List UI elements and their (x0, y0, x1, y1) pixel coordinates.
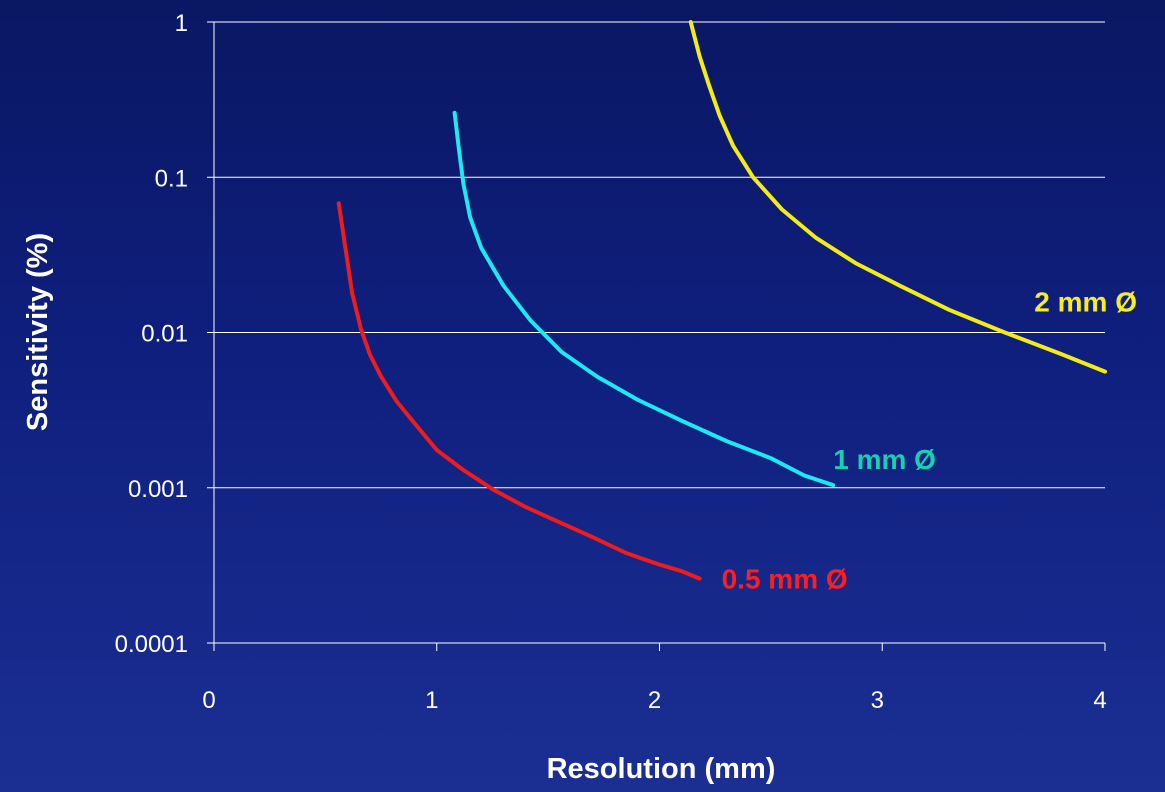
x-tick-label: 2 (648, 687, 661, 714)
y-axis-title: Sensitivity (%) (22, 233, 54, 431)
x-tick-label: 4 (1093, 687, 1106, 714)
x-axis-title: Resolution (mm) (547, 753, 776, 785)
x-tick-label: 3 (871, 687, 884, 714)
series-label: 1 mm Ø (833, 444, 936, 475)
y-tick-label: 1 (175, 10, 188, 37)
y-tick-label: 0.0001 (115, 631, 188, 658)
series-group (336, 20, 1107, 581)
series-label: 2 mm Ø (1034, 287, 1137, 318)
y-tick-label: 0.001 (128, 476, 188, 503)
x-tick-label: 1 (425, 687, 438, 714)
series-line (688, 20, 1107, 374)
series-label: 0.5 mm Ø (722, 564, 848, 595)
series-labels: 0.5 mm Ø 1 mm Ø 2 mm Ø (722, 287, 1137, 595)
series-line (452, 110, 836, 488)
x-tick-label: 0 (202, 687, 215, 714)
axes (207, 21, 1106, 651)
y-tick-label: 0.1 (155, 165, 188, 192)
y-tick-label: 0.01 (141, 321, 188, 348)
grid-lines (214, 21, 1105, 644)
tick-labels: 1 0.1 0.01 0.001 0.0001 0 1 2 3 4 (115, 10, 1107, 714)
series-line (336, 201, 702, 581)
